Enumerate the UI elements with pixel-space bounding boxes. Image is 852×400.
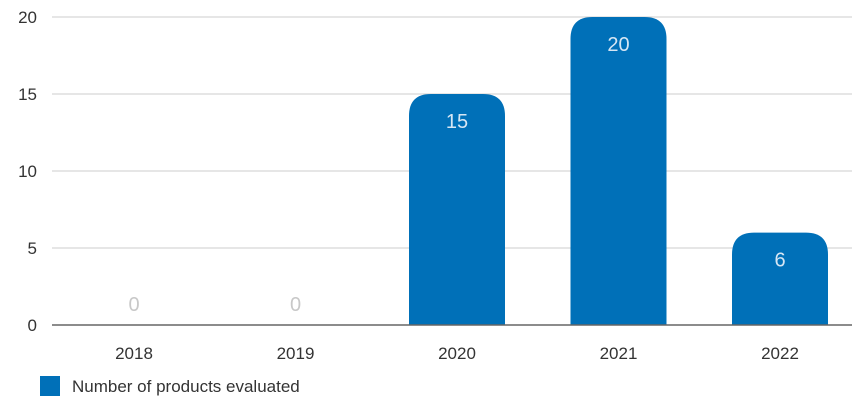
x-tick-label: 2021	[600, 344, 638, 363]
data-label: 20	[607, 34, 629, 56]
bars	[409, 17, 828, 325]
bar	[570, 17, 667, 325]
data-label: 0	[128, 294, 139, 316]
y-tick-label: 0	[28, 316, 37, 335]
legend-label: Number of products evaluated	[72, 377, 300, 396]
data-label: 0	[290, 294, 301, 316]
data-labels: 0 0 15 20 6	[128, 34, 785, 316]
x-tick-label: 2019	[277, 344, 315, 363]
bar	[732, 232, 828, 325]
legend-swatch	[40, 376, 60, 396]
y-tick-label: 10	[18, 162, 37, 181]
x-tick-label: 2022	[761, 344, 799, 363]
y-tick-label: 15	[18, 85, 37, 104]
legend: Number of products evaluated	[40, 376, 300, 396]
y-axis-ticks: 0 5 10 15 20	[18, 8, 37, 335]
data-label: 15	[446, 111, 468, 133]
x-tick-label: 2020	[438, 344, 476, 363]
x-tick-label: 2018	[115, 344, 153, 363]
y-tick-label: 5	[28, 239, 37, 258]
bar	[409, 94, 505, 325]
y-tick-label: 20	[18, 8, 37, 27]
x-axis-ticks: 2018 2019 2020 2021 2022	[115, 344, 799, 363]
data-label: 6	[774, 250, 785, 272]
